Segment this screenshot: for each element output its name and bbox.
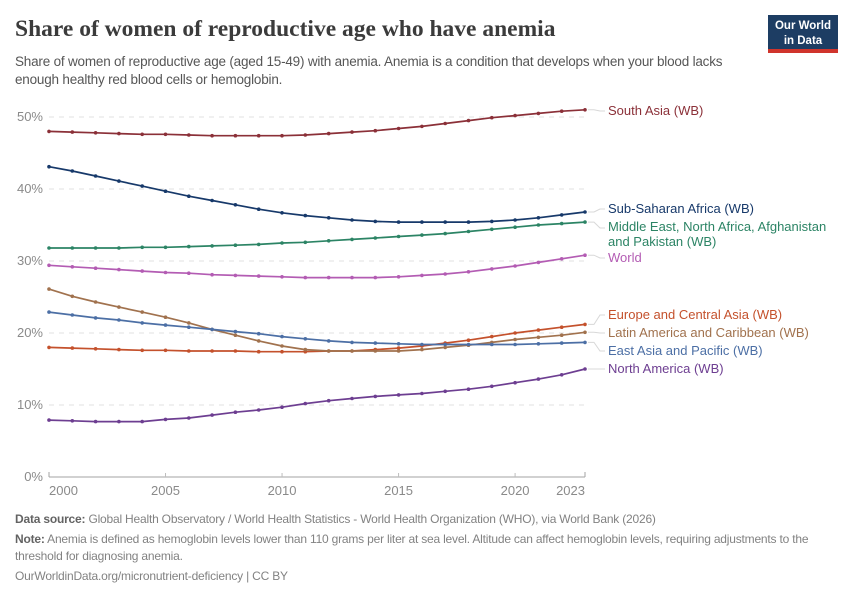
x-axis-tick-label: 2015 [384, 483, 414, 498]
series-label-north-america[interactable]: North America (WB) [608, 361, 724, 376]
y-axis-tick-label: 40% [16, 181, 43, 196]
series-label-europe-central-asia[interactable]: Europe and Central Asia (WB) [608, 307, 783, 322]
note-line: Note: Anemia is defined as hemoglobin le… [15, 531, 815, 564]
page-title: Share of women of reproductive age who h… [15, 16, 556, 42]
series-label-sub-saharan-africa[interactable]: Sub-Saharan Africa (WB) [608, 201, 754, 216]
x-axis-tick-label: 2023 [556, 483, 585, 498]
x-axis-tick-label: 2000 [49, 483, 78, 498]
owid-logo-line2: in Data [783, 34, 823, 47]
y-axis-tick-label: 20% [16, 325, 43, 340]
series-lines[interactable] [47, 108, 587, 424]
label-connectors [588, 109, 605, 370]
data-source-label: Data source: [15, 512, 86, 526]
data-source-text: Global Health Observatory / World Health… [88, 512, 656, 526]
owid-citation-link[interactable]: OurWorldinData.org/micronutrient-deficie… [15, 569, 288, 583]
series-label-world[interactable]: World [608, 250, 642, 265]
x-axis [48, 472, 586, 478]
y-axis-tick-label: 0% [24, 469, 43, 484]
x-axis-tick-label: 2010 [267, 483, 297, 498]
series-label-middle-east[interactable]: Middle East, North Africa, Afghanistan a… [608, 219, 827, 250]
chart-subtitle: Share of women of reproductive age (aged… [15, 54, 723, 88]
x-axis-tick-label: 2020 [500, 483, 530, 498]
y-axis-tick-label: 10% [16, 397, 43, 412]
note-text: Anemia is defined as hemoglobin levels l… [15, 532, 809, 563]
gridlines [49, 116, 587, 406]
data-source-line: Data source: Global Health Observatory /… [15, 512, 825, 526]
series-label-east-asia-pacific[interactable]: East Asia and Pacific (WB) [608, 343, 763, 358]
series-label-south-asia[interactable]: South Asia (WB) [608, 103, 704, 118]
y-axis-tick-label: 50% [16, 109, 43, 124]
owid-logo[interactable]: Our World in Data [768, 15, 838, 53]
y-axis-tick-label: 30% [16, 253, 43, 268]
owid-logo-line1: Our World [774, 20, 831, 32]
series-label-latin-america[interactable]: Latin America and Caribbean (WB) [608, 325, 809, 340]
note-label: Note: [15, 532, 45, 546]
x-axis-tick-label: 2005 [151, 483, 180, 498]
